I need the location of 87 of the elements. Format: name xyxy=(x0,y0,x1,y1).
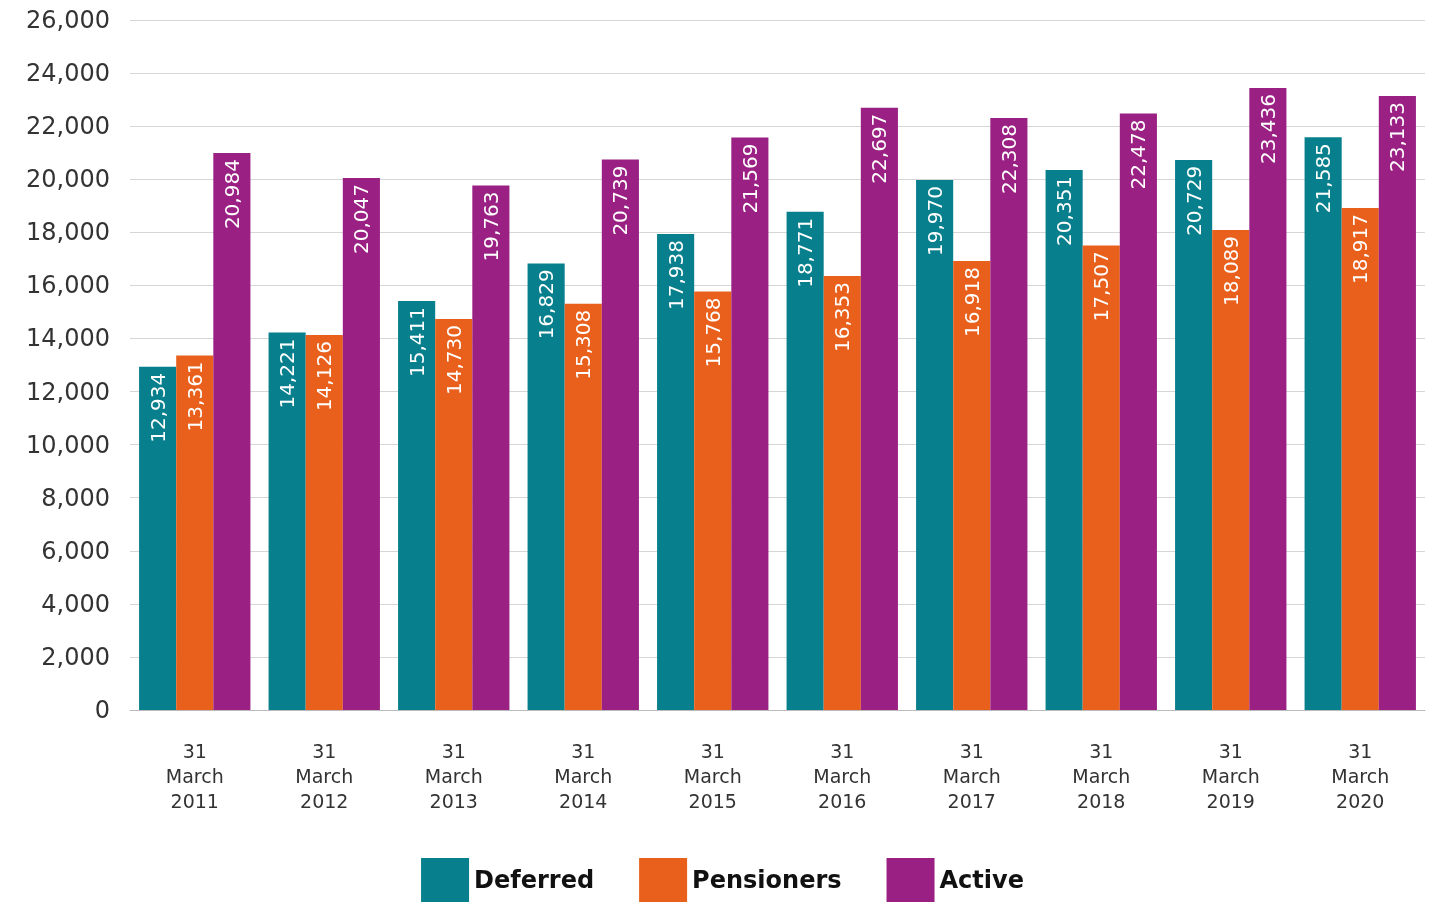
data-label: 15,768 xyxy=(700,297,725,368)
bar xyxy=(176,355,214,710)
bar xyxy=(731,137,769,710)
bar xyxy=(213,153,251,710)
data-label: 21,569 xyxy=(737,143,762,214)
bar xyxy=(1378,96,1416,710)
x-tick-label: 31 March 2014 xyxy=(554,739,613,812)
y-tick-label: 4,000 xyxy=(41,589,110,618)
data-label: 20,739 xyxy=(608,165,633,236)
bar xyxy=(1175,159,1213,710)
bar xyxy=(472,185,510,710)
bar xyxy=(1119,113,1157,710)
bar xyxy=(1249,88,1287,710)
bar xyxy=(601,159,639,710)
bar xyxy=(564,303,602,710)
x-tick-label: 31 March 2020 xyxy=(1331,739,1390,812)
bar xyxy=(990,117,1028,710)
data-label: 14,730 xyxy=(441,325,466,396)
x-tick-label: 31 March 2013 xyxy=(424,739,483,812)
bar xyxy=(342,177,380,710)
data-label: 20,047 xyxy=(349,183,374,254)
bar xyxy=(139,366,177,710)
x-tick-label: 31 March 2012 xyxy=(295,739,354,812)
data-label: 20,729 xyxy=(1181,165,1206,236)
y-tick-label: 20,000 xyxy=(26,165,110,194)
data-label: 22,697 xyxy=(867,113,892,184)
x-tick-label: 31 March 2017 xyxy=(942,739,1001,812)
data-label: 15,411 xyxy=(404,307,429,377)
y-tick-label: 26,000 xyxy=(26,6,110,34)
legend-label: Pensioners xyxy=(692,866,842,894)
bar xyxy=(398,301,436,710)
y-tick-label: 22,000 xyxy=(26,112,110,141)
y-tick-label: 10,000 xyxy=(26,430,110,459)
data-label: 22,478 xyxy=(1126,119,1151,190)
y-tick-label: 6,000 xyxy=(41,536,110,565)
data-label: 14,126 xyxy=(312,341,337,412)
bar xyxy=(1212,229,1250,710)
x-tick-label: 31 March 2015 xyxy=(683,739,742,812)
bar xyxy=(694,291,732,710)
data-label: 12,934 xyxy=(145,372,170,443)
legend-label: Active xyxy=(939,866,1024,894)
y-tick-label: 12,000 xyxy=(26,377,110,406)
bar xyxy=(953,261,991,710)
data-label: 13,361 xyxy=(182,361,207,432)
y-tick-label: 0 xyxy=(94,696,110,724)
data-label: 17,507 xyxy=(1089,251,1114,322)
bar xyxy=(860,107,898,710)
data-label: 16,829 xyxy=(534,269,559,340)
data-label: 23,436 xyxy=(1255,94,1280,165)
bar xyxy=(1341,207,1379,710)
data-label: 18,771 xyxy=(793,217,818,288)
bar xyxy=(527,263,565,710)
data-label: 16,918 xyxy=(959,267,984,338)
bar xyxy=(1082,245,1120,710)
bar xyxy=(305,335,343,710)
y-tick-label: 2,000 xyxy=(41,642,110,671)
data-label: 17,938 xyxy=(663,239,688,310)
bar xyxy=(435,319,473,710)
y-tick-label: 16,000 xyxy=(26,271,110,300)
bar xyxy=(1045,169,1083,710)
bar xyxy=(823,276,861,710)
data-label: 22,308 xyxy=(996,123,1021,194)
data-label: 18,917 xyxy=(1348,213,1373,284)
legend-label: Deferred xyxy=(474,866,595,894)
bar xyxy=(1304,137,1342,710)
data-label: 15,308 xyxy=(571,309,596,380)
data-label: 14,221 xyxy=(275,338,300,409)
x-tick-label: 31 March 2018 xyxy=(1072,739,1131,812)
y-tick-label: 14,000 xyxy=(26,324,110,353)
data-label: 23,133 xyxy=(1385,102,1410,173)
data-label: 18,089 xyxy=(1218,235,1243,306)
x-tick-label: 31 March 2016 xyxy=(813,739,872,812)
data-label: 20,984 xyxy=(219,159,244,230)
data-label: 21,585 xyxy=(1311,143,1336,214)
y-tick-label: 24,000 xyxy=(26,59,110,88)
y-tick-label: 8,000 xyxy=(41,483,110,512)
bar xyxy=(786,211,824,710)
bar xyxy=(268,332,306,710)
x-tick-label: 31 March 2019 xyxy=(1201,739,1260,812)
data-label: 19,763 xyxy=(478,191,503,262)
data-label: 16,353 xyxy=(830,282,855,352)
y-tick-label: 18,000 xyxy=(26,218,110,247)
data-label: 20,351 xyxy=(1052,175,1077,246)
bar xyxy=(657,233,695,710)
data-label: 19,970 xyxy=(922,186,947,257)
bar xyxy=(916,180,954,710)
x-tick-label: 31 March 2011 xyxy=(165,739,224,812)
